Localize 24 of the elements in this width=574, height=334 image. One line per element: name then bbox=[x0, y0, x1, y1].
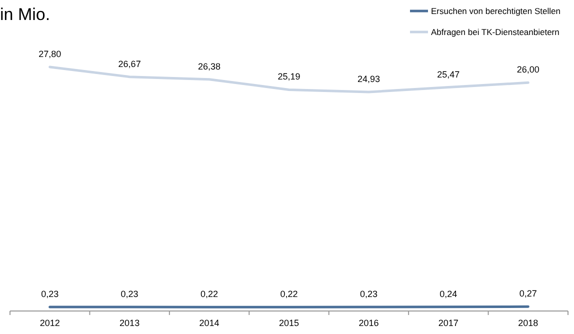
data-label: 0,23 bbox=[120, 289, 138, 299]
data-label: 25,47 bbox=[437, 69, 460, 80]
data-label: 0,27 bbox=[519, 288, 537, 299]
x-tick-label: 2018 bbox=[518, 318, 538, 328]
data-label: 24,93 bbox=[357, 74, 380, 84]
data-label: 27,80 bbox=[38, 49, 62, 59]
x-tick-label: 2013 bbox=[120, 318, 140, 328]
y-axis-title: in Mio. bbox=[0, 5, 50, 24]
data-label: 0,23 bbox=[41, 289, 59, 299]
data-label: 26,67 bbox=[118, 58, 141, 69]
x-tick-label: 2017 bbox=[438, 318, 458, 328]
x-tick-label: 2012 bbox=[40, 318, 60, 328]
x-tick-label: 2014 bbox=[199, 318, 220, 328]
legend-label: Ersuchen von berechtigten Stellen bbox=[431, 6, 561, 16]
data-label: 0,24 bbox=[440, 288, 458, 299]
data-label: 26,38 bbox=[198, 61, 221, 72]
data-label: 0,22 bbox=[200, 289, 218, 300]
x-tick-label: 2015 bbox=[278, 318, 300, 328]
data-label: 26,00 bbox=[516, 64, 540, 75]
data-label: 0,23 bbox=[360, 289, 378, 299]
legend-label: Abfragen bei TK-Diensteanbietern bbox=[431, 27, 560, 37]
data-label: 0,22 bbox=[280, 289, 298, 300]
data-label: 25,19 bbox=[278, 72, 300, 82]
x-tick-label: 2016 bbox=[358, 318, 379, 328]
